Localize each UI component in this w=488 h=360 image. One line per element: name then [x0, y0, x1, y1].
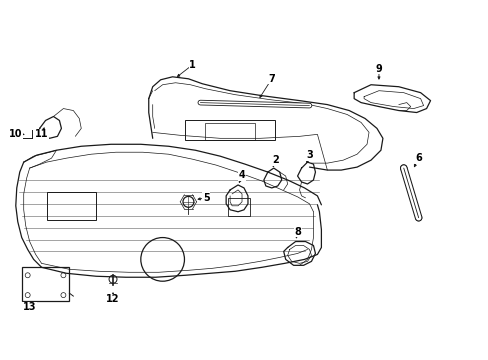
Text: 13: 13: [23, 302, 36, 312]
Text: 8: 8: [294, 226, 301, 237]
Text: 12: 12: [106, 294, 120, 304]
Text: 10: 10: [9, 129, 22, 139]
Bar: [46, 192, 96, 220]
Text: 11: 11: [35, 129, 48, 139]
Text: 6: 6: [414, 153, 421, 163]
Text: 7: 7: [268, 74, 275, 84]
Bar: [185, 121, 274, 140]
Bar: [21, 267, 69, 301]
Text: 5: 5: [203, 193, 209, 203]
Text: 1: 1: [189, 60, 195, 70]
Bar: [228, 198, 249, 216]
Circle shape: [415, 215, 421, 221]
Text: 2: 2: [272, 155, 279, 165]
Text: 4: 4: [238, 170, 245, 180]
Text: 3: 3: [305, 150, 312, 160]
Bar: [205, 123, 254, 140]
Circle shape: [400, 165, 406, 171]
Text: 9: 9: [375, 64, 382, 74]
